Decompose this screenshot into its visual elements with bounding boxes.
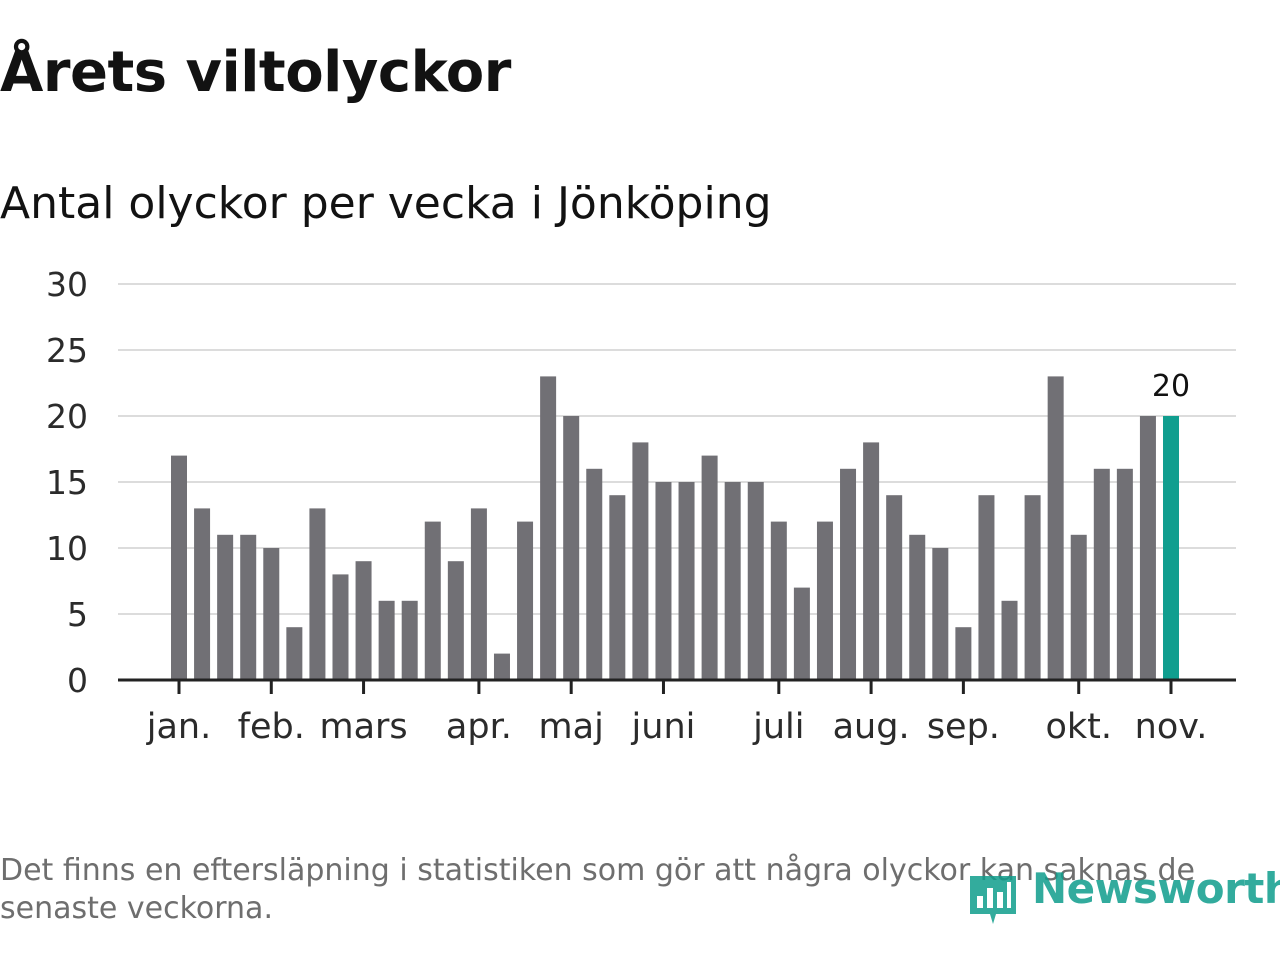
bar xyxy=(724,482,741,680)
y-tick-label: 10 xyxy=(46,529,88,568)
bar-chart: 0 5 10 15 20 25 30 jan. feb. mars apr. maj juni juli… xyxy=(46,265,1236,747)
bar xyxy=(1047,376,1064,680)
y-tick-label: 25 xyxy=(46,331,88,370)
bar-highlight xyxy=(1163,416,1180,680)
bar xyxy=(470,508,487,680)
bar-chart-icon xyxy=(970,876,1016,924)
footnote: Det finns en eftersläpning i statistiken… xyxy=(0,853,1195,926)
bar xyxy=(632,442,649,680)
bar xyxy=(793,587,810,680)
bar xyxy=(816,521,833,680)
x-tick-label: maj xyxy=(539,707,604,747)
gridlines xyxy=(118,283,1236,615)
bar xyxy=(955,627,972,680)
bar xyxy=(1093,468,1110,680)
bar xyxy=(540,376,557,680)
x-tick-label: juni xyxy=(631,707,696,747)
bar xyxy=(332,574,349,680)
y-tick-label: 0 xyxy=(67,661,88,700)
x-tick-label: juli xyxy=(752,707,804,747)
data-labels: 20 xyxy=(1152,369,1190,404)
highlight-value-label: 20 xyxy=(1152,369,1190,404)
x-axis-ticks: jan. feb. mars apr. maj juni juli aug. sep. okt. n… xyxy=(146,680,1208,747)
x-tick-label: nov. xyxy=(1135,707,1208,747)
bar xyxy=(309,508,326,680)
bar xyxy=(840,468,857,680)
bar xyxy=(240,534,257,680)
bar xyxy=(401,600,418,680)
bar xyxy=(563,416,580,680)
bar xyxy=(909,534,926,680)
bar xyxy=(586,468,603,680)
newsworthy-logo: Newsworthy xyxy=(962,862,1280,928)
x-tick-label: jan. xyxy=(146,707,211,747)
chart-subtitle: Antal olyckor per vecka i Jönköping xyxy=(0,178,772,229)
y-tick-label: 20 xyxy=(46,397,88,436)
x-tick-label: sep. xyxy=(927,707,1000,747)
x-tick-label: aug. xyxy=(833,707,910,747)
bar xyxy=(263,548,280,680)
bar xyxy=(378,600,395,680)
bar xyxy=(932,548,949,680)
bar xyxy=(517,521,534,680)
bar xyxy=(1070,534,1087,680)
bar xyxy=(701,455,718,680)
page-title: Årets viltolyckor xyxy=(0,40,511,105)
bar xyxy=(1024,495,1041,680)
y-axis-ticks: 0 5 10 15 20 25 30 xyxy=(46,265,88,700)
bar xyxy=(194,508,211,680)
bar xyxy=(493,653,510,680)
x-tick-label: mars xyxy=(319,707,407,747)
x-tick-label: apr. xyxy=(446,707,512,747)
bar xyxy=(770,521,787,680)
bar xyxy=(447,561,464,680)
bar xyxy=(655,482,672,680)
bar xyxy=(863,442,880,680)
bars xyxy=(171,376,1180,680)
bar xyxy=(1001,600,1018,680)
bar xyxy=(217,534,234,680)
x-tick-label: feb. xyxy=(238,707,305,747)
bar xyxy=(171,455,187,680)
bar xyxy=(1139,416,1156,680)
y-tick-label: 15 xyxy=(46,463,88,502)
x-tick-label: okt. xyxy=(1045,707,1112,747)
y-tick-label: 30 xyxy=(46,265,88,304)
bar xyxy=(678,482,695,680)
y-tick-label: 5 xyxy=(67,595,88,634)
bar xyxy=(609,495,626,680)
logo-text: Newsworthy xyxy=(1032,864,1280,913)
bar xyxy=(886,495,903,680)
bar xyxy=(424,521,441,680)
bar xyxy=(747,482,764,680)
bar xyxy=(355,561,372,680)
bar xyxy=(1116,468,1133,680)
bar xyxy=(286,627,303,680)
bar xyxy=(978,495,995,680)
